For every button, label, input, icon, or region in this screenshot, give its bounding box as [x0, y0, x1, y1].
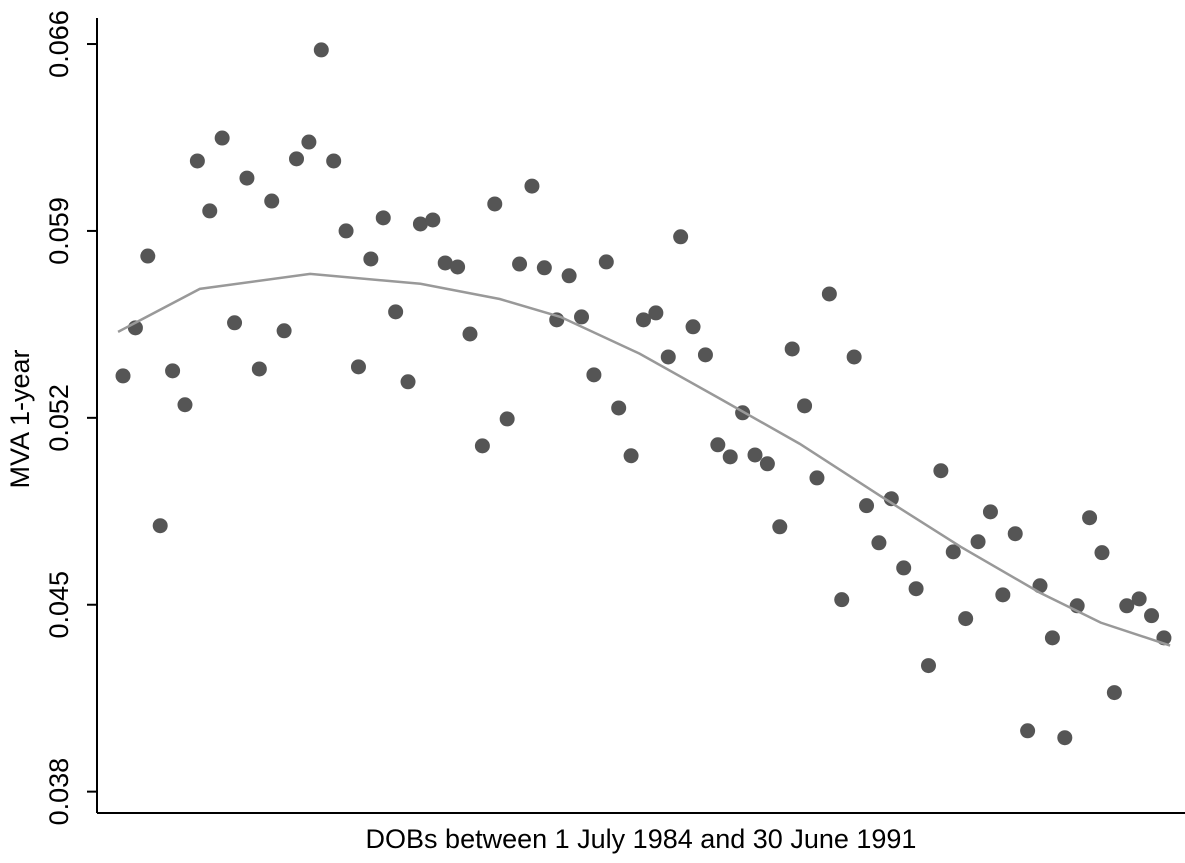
point: [1020, 723, 1036, 739]
point: [462, 326, 478, 342]
point: [995, 587, 1011, 603]
point: [338, 223, 354, 239]
point: [301, 134, 317, 150]
point: [958, 611, 974, 627]
point: [759, 456, 775, 472]
point: [412, 216, 428, 232]
point: [450, 259, 466, 275]
point: [747, 447, 763, 463]
point: [1007, 526, 1023, 542]
point: [425, 212, 441, 228]
point: [821, 286, 837, 302]
point: [363, 251, 379, 267]
point: [1119, 598, 1135, 614]
point: [512, 256, 528, 272]
y-tick-label: 0.066: [44, 10, 74, 78]
point: [648, 305, 664, 321]
point: [536, 260, 552, 276]
point: [920, 658, 936, 674]
point: [437, 255, 453, 271]
point: [561, 268, 577, 284]
point: [251, 361, 267, 377]
point: [214, 130, 230, 146]
point: [264, 193, 280, 209]
point: [1131, 591, 1147, 607]
point: [933, 463, 949, 479]
point: [586, 367, 602, 383]
point: [871, 535, 887, 551]
point: [784, 341, 800, 357]
point: [499, 411, 515, 427]
point: [809, 470, 825, 486]
y-tick-label: 0.045: [44, 571, 74, 639]
point: [1082, 510, 1098, 526]
point: [846, 349, 862, 365]
point: [685, 319, 701, 335]
point: [945, 544, 961, 560]
x-axis-label: DOBs between 1 July 1984 and 30 June 199…: [366, 824, 917, 854]
y-tick-label: 0.059: [44, 197, 74, 265]
point: [140, 248, 156, 264]
point: [722, 449, 738, 465]
y-tick-label: 0.038: [44, 758, 74, 826]
point: [1094, 545, 1110, 561]
point: [834, 592, 850, 608]
point: [859, 498, 875, 514]
point: [1057, 730, 1073, 746]
point: [970, 534, 986, 550]
point: [400, 374, 416, 390]
point: [202, 203, 218, 219]
point: [710, 437, 726, 453]
point: [697, 347, 713, 363]
point: [152, 518, 168, 534]
point: [289, 151, 305, 167]
point: [908, 581, 924, 597]
point: [375, 210, 391, 226]
point: [611, 400, 627, 416]
point: [623, 448, 639, 464]
point: [388, 304, 404, 320]
point: [177, 397, 193, 413]
point: [326, 153, 342, 169]
y-tick-label: 0.052: [44, 384, 74, 452]
point: [165, 363, 181, 379]
point: [797, 398, 813, 414]
point: [487, 196, 503, 212]
point: [276, 323, 292, 339]
point: [1044, 630, 1060, 646]
point: [660, 349, 676, 365]
point: [115, 368, 131, 384]
point: [598, 254, 614, 270]
point: [673, 229, 689, 245]
y-axis-label: MVA 1-year: [5, 349, 35, 488]
point: [635, 312, 651, 328]
point: [574, 309, 590, 325]
point: [896, 560, 912, 576]
point: [524, 178, 540, 194]
point: [1144, 608, 1160, 624]
point: [239, 170, 255, 186]
point: [313, 42, 329, 58]
point: [883, 491, 899, 507]
point: [474, 438, 490, 454]
point: [772, 519, 788, 535]
fit-line: [117, 272, 1171, 647]
point: [189, 153, 205, 169]
point: [1106, 685, 1122, 701]
point: [982, 504, 998, 520]
point: [350, 359, 366, 375]
point: [227, 315, 243, 331]
